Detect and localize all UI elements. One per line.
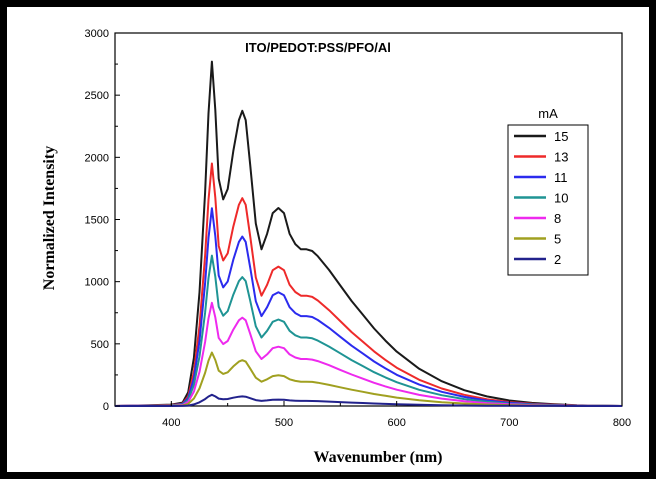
y-tick-label: 0 bbox=[103, 401, 109, 413]
legend-items: 15 13 11 10 8 5 2 bbox=[514, 129, 568, 267]
plot-background bbox=[114, 32, 623, 407]
legend-title: mA bbox=[538, 106, 558, 121]
series-line-11 bbox=[114, 207, 623, 407]
chart-title: ITO/PEDOT:PSS/PFO/Al bbox=[245, 40, 391, 55]
y-tick-label: 1000 bbox=[85, 277, 109, 289]
series-line-5 bbox=[114, 351, 623, 407]
x-tick-label: 400 bbox=[162, 417, 180, 429]
series-line-15 bbox=[114, 60, 623, 407]
legend-label-2: 2 bbox=[554, 252, 561, 267]
legend-label-15: 15 bbox=[554, 129, 568, 144]
legend-label-11: 11 bbox=[554, 170, 568, 185]
x-tick-label: 500 bbox=[275, 417, 293, 429]
series-line-8 bbox=[114, 301, 623, 407]
legend: mA 15 13 11 10 8 5 2 bbox=[507, 106, 589, 276]
y-tick-label: 3000 bbox=[85, 28, 109, 40]
x-tick-label: 600 bbox=[387, 417, 405, 429]
series-layer bbox=[114, 60, 623, 407]
y-tick-label: 500 bbox=[91, 339, 109, 351]
legend-label-5: 5 bbox=[554, 232, 561, 247]
series-line-2 bbox=[115, 393, 622, 407]
plot-area: 0 500 1000 1500 2000 2500 3000 400 500 600 700 800 bbox=[85, 28, 632, 429]
series-line-13 bbox=[114, 162, 623, 407]
legend-label-10: 10 bbox=[554, 191, 568, 206]
x-axis-title: Wavenumber (nm) bbox=[313, 449, 442, 466]
series-line-10 bbox=[114, 254, 623, 407]
x-tick-label: 800 bbox=[613, 417, 631, 429]
y-tick-label: 2000 bbox=[85, 152, 109, 164]
y-tick-label: 1500 bbox=[85, 215, 109, 227]
y-tick-label: 2500 bbox=[85, 90, 109, 102]
x-tick-label: 700 bbox=[500, 417, 518, 429]
legend-box bbox=[507, 124, 589, 276]
axes-layer: 0 500 1000 1500 2000 2500 3000 400 500 600 700 800 bbox=[85, 28, 632, 429]
y-axis-title: Normalized Intensity bbox=[41, 146, 58, 290]
legend-label-8: 8 bbox=[554, 211, 561, 226]
legend-label-13: 13 bbox=[554, 150, 568, 165]
